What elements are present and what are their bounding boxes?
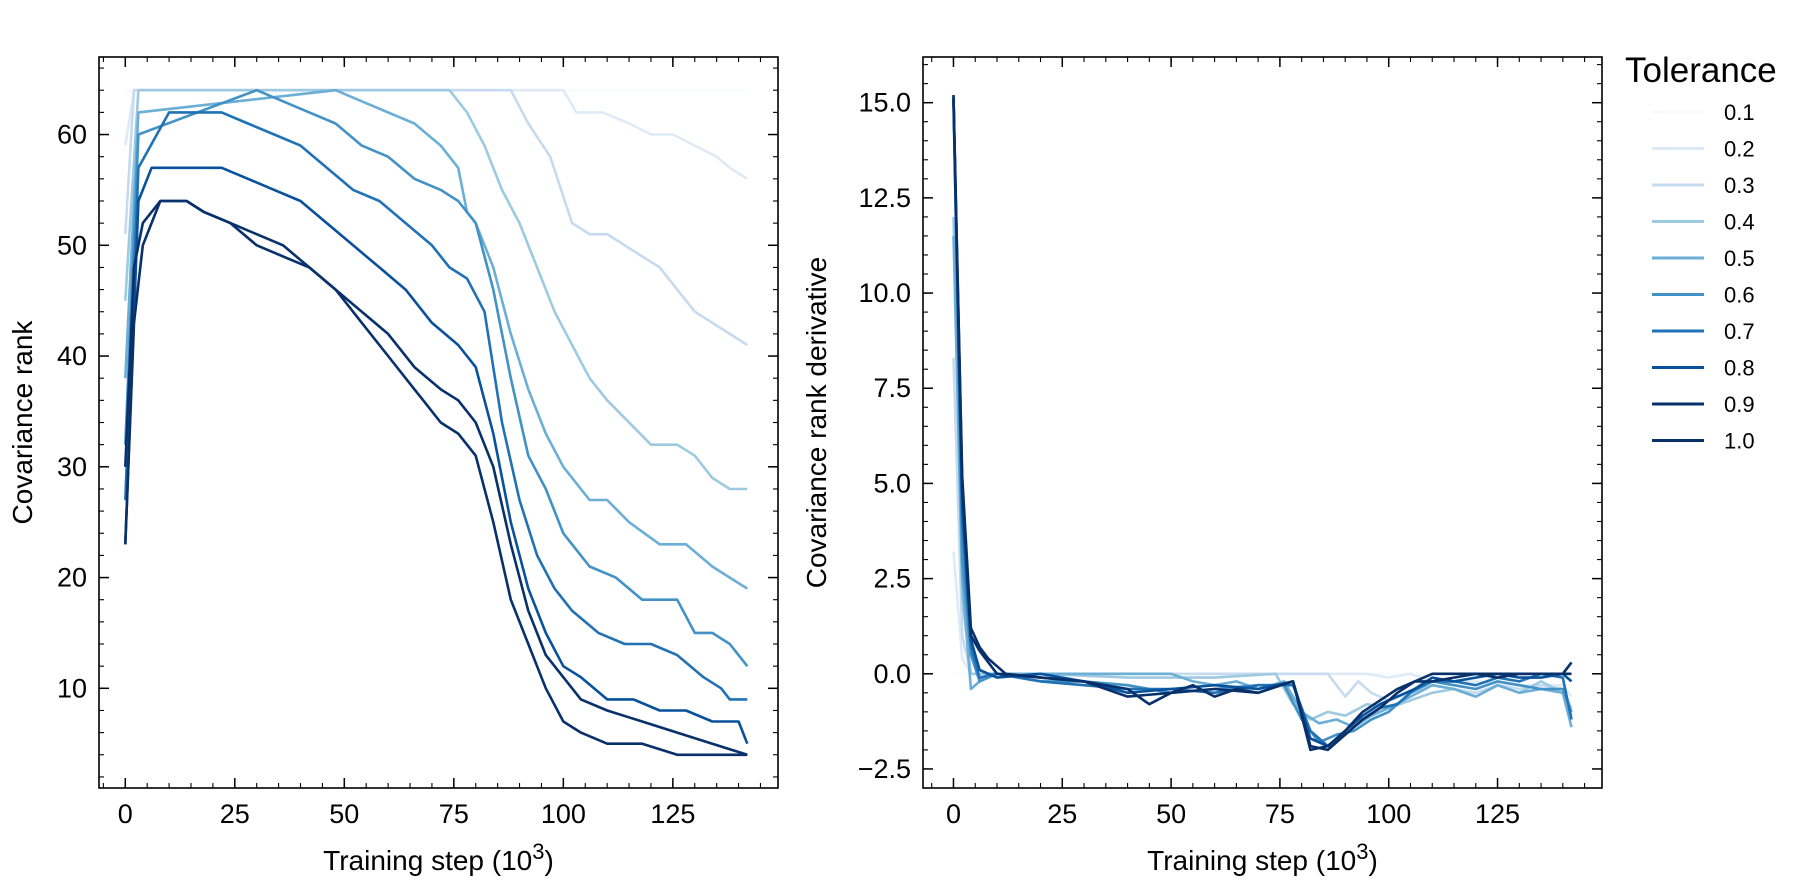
right-plot: 0 25 50 75 100 125 −2.5 0.0 2.5 5.0 7.5 10.0 12.5 15.… [801, 56, 1603, 876]
left-x-tick-label: 100 [541, 799, 586, 829]
legend-label-0.5: 0.5 [1724, 246, 1755, 271]
left-y-tick-label: 30 [57, 452, 87, 482]
left-x-tick-label: 0 [118, 799, 133, 829]
legend: Tolerance 0.1 0.2 0.3 0.4 0.5 0.6 0.7 0.8 0.9 1.0 [1625, 51, 1777, 454]
left-x-tick-label: 50 [329, 799, 359, 829]
left-y-tick-label: 60 [57, 120, 87, 150]
right-x-tick-label: 25 [1047, 799, 1077, 829]
left-series-line-0.6 [124, 88, 749, 668]
left-y-tick-label: 40 [57, 341, 87, 371]
left-series-line-0.8 [124, 166, 749, 745]
right-x-tick-label: 75 [1265, 799, 1295, 829]
right-series-line-0.3 [952, 357, 1573, 709]
right-y-tick-label: 2.5 [873, 564, 911, 594]
right-axes-frame [922, 56, 1603, 789]
right-x-axis-label: Training step (103) [1147, 839, 1378, 876]
left-y-tick-label: 50 [57, 230, 87, 260]
left-series-line-0.4 [124, 88, 748, 491]
right-y-tick-label: 10.0 [858, 278, 911, 308]
right-x-tick-label: 100 [1366, 799, 1411, 829]
legend-title: Tolerance [1625, 51, 1777, 90]
left-x-tick-label: 75 [439, 799, 469, 829]
right-y-tick-label: 15.0 [858, 88, 911, 118]
left-x-axis-label: Training step (103) [323, 839, 554, 876]
left-x-tick-label: 125 [650, 799, 695, 829]
legend-label-0.8: 0.8 [1724, 356, 1755, 381]
right-series-line-0.7 [952, 102, 1573, 748]
right-x-axis-label-close: ) [1369, 845, 1378, 876]
right-x-tick-label: 0 [946, 799, 961, 829]
legend-label-0.7: 0.7 [1724, 319, 1755, 344]
right-x-tick-label: 125 [1475, 799, 1520, 829]
legend-label-0.2: 0.2 [1724, 137, 1755, 162]
legend-label-1.0: 1.0 [1724, 429, 1755, 454]
left-series-line-1.0 [124, 199, 748, 757]
right-series-line-0.4 [952, 216, 1573, 721]
legend-label-0.6: 0.6 [1724, 283, 1755, 308]
legend-label-0.3: 0.3 [1724, 173, 1755, 198]
left-series-line-0.7 [124, 111, 748, 701]
right-series-line-0.8 [952, 98, 1573, 748]
right-series-line-0.9 [952, 95, 1573, 752]
left-x-tick-label: 25 [220, 799, 250, 829]
right-y-tick-label: −2.5 [858, 754, 911, 784]
right-x-tick-label: 50 [1156, 799, 1186, 829]
right-y-axis-label: Covariance rank derivative [801, 257, 832, 589]
left-series-line-0.3 [124, 88, 748, 347]
left-y-axis-label: Covariance rank [7, 320, 38, 525]
legend-label-0.1: 0.1 [1724, 100, 1755, 125]
right-series-line-0.6 [952, 95, 1573, 744]
left-y-tick-label: 20 [57, 563, 87, 593]
right-x-axis-label-superscript: 3 [1356, 839, 1368, 864]
right-y-tick-label: 12.5 [858, 183, 911, 213]
right-y-tick-label: 5.0 [873, 468, 911, 498]
left-x-axis-label-text: Training step (10 [323, 845, 532, 876]
right-series-line-0.5 [952, 235, 1573, 729]
legend-label-0.4: 0.4 [1724, 210, 1755, 235]
left-series-line-0.5 [124, 88, 748, 590]
left-x-axis-label-close: ) [545, 845, 554, 876]
left-x-axis-label-superscript: 3 [532, 839, 544, 864]
legend-label-0.9: 0.9 [1724, 392, 1755, 417]
right-y-tick-label: 7.5 [873, 373, 911, 403]
right-x-axis-label-text: Training step (10 [1147, 845, 1356, 876]
left-y-tick-label: 10 [57, 673, 87, 703]
left-series-line-0.9 [124, 199, 748, 757]
right-y-tick-label: 0.0 [873, 659, 911, 689]
left-plot: 0 25 50 75 100 125 10 20 30 40 50 60 Training step (… [7, 56, 779, 876]
right-series-line-1.0 [952, 98, 1572, 752]
